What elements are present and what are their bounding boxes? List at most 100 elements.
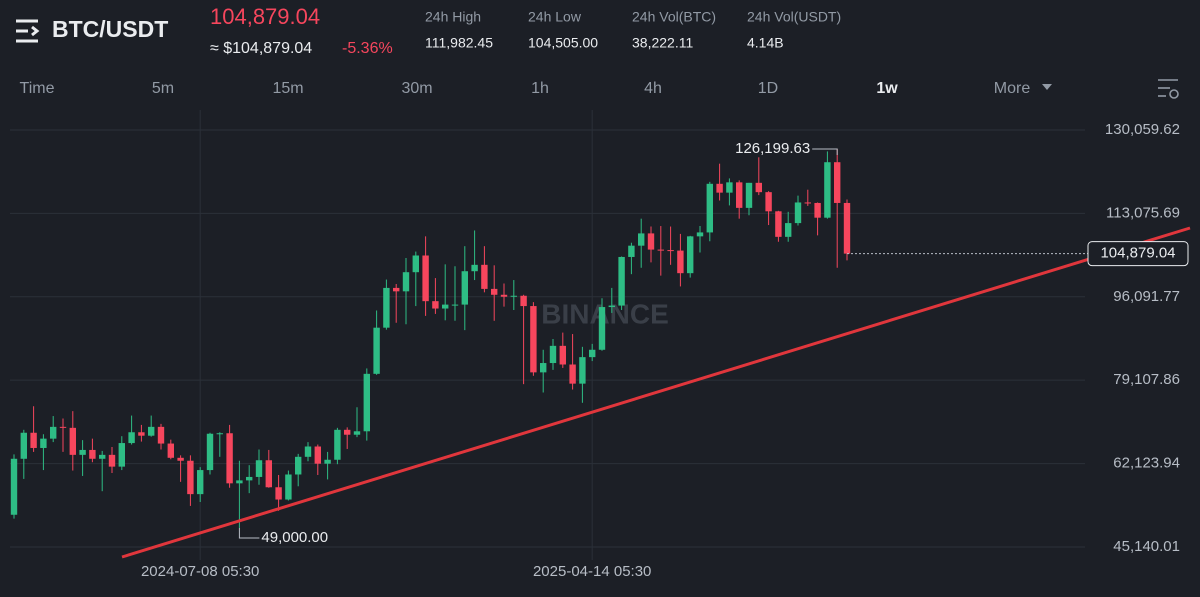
candle-body bbox=[79, 449, 86, 455]
candle-body bbox=[314, 446, 321, 464]
stat-value: 38,222.11 bbox=[632, 35, 693, 51]
candle-body bbox=[128, 432, 135, 444]
candle-body bbox=[344, 429, 351, 435]
candle-body bbox=[824, 162, 831, 218]
last-price-label: 104,879.04 bbox=[1100, 245, 1175, 262]
candle-body bbox=[696, 232, 704, 237]
candle-body bbox=[451, 304, 459, 306]
candle-body bbox=[334, 429, 341, 460]
low-label: 49,000.00 bbox=[261, 529, 328, 546]
candle-body bbox=[569, 364, 576, 384]
candle-body bbox=[481, 264, 488, 289]
candle-body bbox=[20, 432, 27, 459]
high-label: 126,199.63 bbox=[735, 140, 810, 157]
candle-body bbox=[89, 449, 96, 459]
candle-body bbox=[118, 443, 125, 467]
candle-body bbox=[608, 305, 615, 308]
tab[interactable]: 1D bbox=[758, 80, 778, 97]
candle-body bbox=[373, 327, 380, 374]
low-leader bbox=[238, 528, 260, 539]
candle-body bbox=[579, 357, 586, 384]
candle-body bbox=[59, 426, 67, 428]
candle-body bbox=[559, 345, 566, 365]
tab[interactable]: Time bbox=[20, 80, 55, 97]
candle-body bbox=[236, 480, 243, 484]
y-tick-label: 62,123.94 bbox=[1113, 455, 1180, 472]
candle-body bbox=[157, 426, 165, 444]
candle-body bbox=[255, 460, 263, 477]
tab[interactable]: 5m bbox=[152, 80, 174, 97]
candle-body bbox=[187, 460, 194, 495]
candle-body bbox=[471, 264, 478, 272]
approx-price: ≈ $104,879.04 bbox=[210, 40, 312, 57]
candle-body bbox=[491, 288, 498, 295]
dropdown-arrow bbox=[1042, 84, 1052, 90]
candle-body bbox=[383, 287, 390, 328]
stat-label: 24h Low bbox=[528, 9, 582, 25]
candle-body bbox=[520, 295, 527, 307]
stat-label: 24h High bbox=[425, 9, 481, 25]
y-tick-label: 45,140.01 bbox=[1113, 538, 1180, 555]
candle-body bbox=[716, 183, 723, 193]
last-price-box bbox=[1087, 241, 1189, 267]
candle-body bbox=[177, 457, 184, 461]
candle-body bbox=[814, 202, 821, 218]
stat-value: 4.14B bbox=[747, 35, 784, 51]
candle-body bbox=[40, 438, 47, 448]
candle-body bbox=[745, 182, 753, 208]
candle-body bbox=[324, 459, 331, 464]
settings-icon[interactable] bbox=[1158, 79, 1179, 99]
candle-body bbox=[510, 295, 517, 297]
candle-body bbox=[794, 202, 802, 224]
candle-body bbox=[500, 294, 508, 297]
candle-body bbox=[442, 304, 449, 309]
candle-body bbox=[687, 236, 694, 274]
candle-body bbox=[265, 460, 272, 488]
symbol[interactable]: BTC/USDT bbox=[52, 16, 168, 42]
icon-line bbox=[31, 25, 40, 37]
candle-body bbox=[647, 233, 655, 250]
candle-body bbox=[275, 487, 282, 500]
change: -5.36% bbox=[342, 40, 393, 57]
tab-active[interactable]: 1w bbox=[876, 80, 898, 97]
tab[interactable]: 15m bbox=[272, 80, 303, 97]
candle-body bbox=[589, 349, 596, 358]
candle-body bbox=[138, 432, 145, 436]
candle-body bbox=[285, 474, 292, 500]
tab[interactable]: 1h bbox=[531, 80, 549, 97]
candle-body bbox=[657, 249, 664, 251]
candle-body bbox=[108, 454, 116, 467]
menu-icon[interactable] bbox=[16, 19, 40, 43]
overlay: 45,140.01 62,123.94 79,107.86 96,091.77 113,… bbox=[141, 121, 1189, 580]
x-tick-label: 2025-04-14 05:30 bbox=[533, 563, 651, 580]
candle-body bbox=[765, 192, 772, 212]
tab[interactable]: More bbox=[994, 80, 1031, 97]
tab[interactable]: 30m bbox=[401, 80, 432, 97]
candle-body bbox=[628, 245, 635, 257]
y-tick-label: 130,059.62 bbox=[1105, 121, 1180, 138]
tab[interactable]: 4h bbox=[644, 80, 662, 97]
candle-body bbox=[726, 182, 733, 193]
stat-label: 24h Vol(USDT) bbox=[747, 9, 841, 25]
candle-body bbox=[755, 182, 762, 193]
candle-body bbox=[206, 433, 214, 471]
y-tick-label: 113,075.69 bbox=[1106, 204, 1180, 221]
candle-body bbox=[148, 426, 155, 436]
trend-line bbox=[121, 226, 1191, 559]
candle-body bbox=[30, 432, 37, 448]
candle-body bbox=[69, 427, 76, 455]
candle-body bbox=[393, 287, 400, 292]
candle-body bbox=[304, 446, 312, 457]
candle-body bbox=[216, 433, 223, 435]
candle-body bbox=[677, 250, 684, 274]
candle-body bbox=[834, 162, 841, 203]
candle-body bbox=[843, 202, 851, 254]
candle-body bbox=[775, 211, 782, 237]
candle-body bbox=[422, 255, 429, 302]
candles bbox=[10, 148, 851, 529]
candle-body bbox=[706, 183, 713, 233]
y-tick-label: 79,107.86 bbox=[1113, 371, 1180, 388]
stat-label: 24h Vol(BTC) bbox=[632, 9, 716, 25]
icon-circle bbox=[1169, 89, 1179, 99]
